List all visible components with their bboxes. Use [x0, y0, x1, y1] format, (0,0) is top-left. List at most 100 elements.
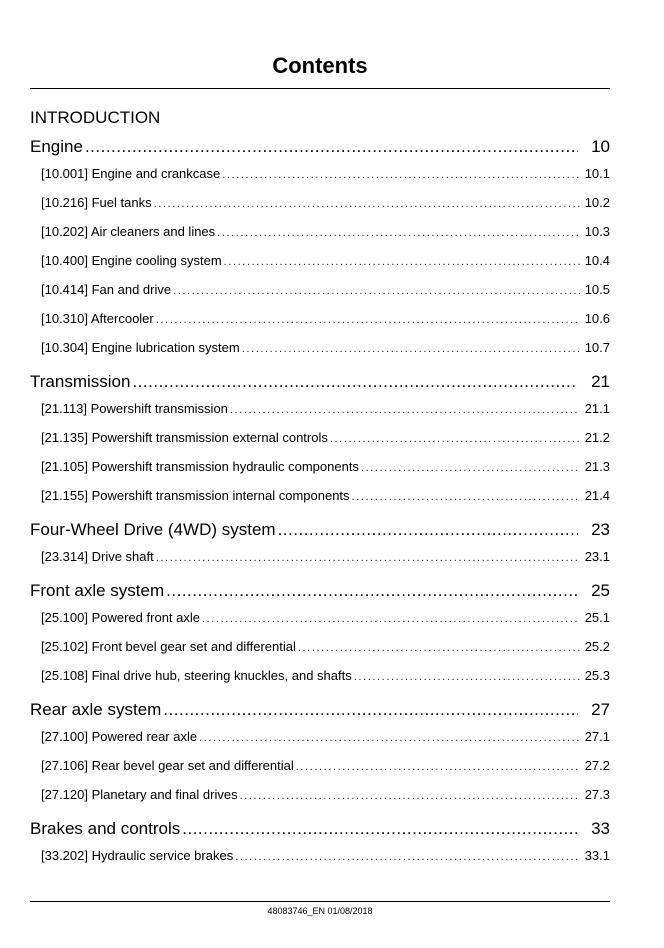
- dot-leader: ........................................…: [166, 581, 578, 600]
- dot-leader: ........................................…: [155, 314, 580, 326]
- toc-subsection-entry[interactable]: [10.216] Fuel tanks.....................…: [30, 195, 610, 224]
- toc-subsection-entry-page-number: 25.2: [584, 639, 610, 654]
- page-title: Contents: [272, 53, 368, 78]
- toc-subsection-entry[interactable]: [10.202] Air cleaners and lines.........…: [30, 224, 610, 253]
- toc-subsection-entry-page-number: 21.3: [584, 459, 610, 474]
- toc-section-entry-label: Brakes and controls: [30, 819, 181, 838]
- toc-section-entry-label: Transmission: [30, 372, 131, 391]
- toc-subsection-entry[interactable]: [10.310] Aftercooler....................…: [30, 311, 610, 340]
- toc-subsection-entry[interactable]: [25.108] Final drive hub, steering knuck…: [30, 668, 610, 697]
- toc-section-entry[interactable]: Transmission............................…: [30, 372, 610, 401]
- toc-section-entry[interactable]: Brakes and controls.....................…: [30, 819, 610, 848]
- toc-subsection-entry[interactable]: [27.106] Rear bevel gear set and differe…: [30, 758, 610, 787]
- table-of-contents: Engine..................................…: [30, 137, 610, 877]
- toc-subsection-entry-page-number: 21.2: [584, 430, 610, 445]
- toc-subsection-entry-label: [10.001] Engine and crankcase: [41, 166, 221, 181]
- toc-subsection-entry[interactable]: [21.105] Powershift transmission hydraul…: [30, 459, 610, 488]
- dot-leader: ........................................…: [277, 520, 578, 539]
- toc-subsection-entry-page-number: 27.3: [584, 787, 610, 802]
- toc-subsection-entry[interactable]: [27.120] Planetary and final drives.....…: [30, 787, 610, 816]
- toc-subsection-entry-label: [10.304] Engine lubrication system: [41, 340, 240, 355]
- toc-subsection-entry[interactable]: [23.314] Drive shaft....................…: [30, 549, 610, 578]
- toc-subsection-entry-page-number: 21.4: [584, 488, 610, 503]
- dot-leader: ........................................…: [297, 642, 580, 654]
- toc-subsection-entry-label: [21.155] Powershift transmission interna…: [41, 488, 350, 503]
- dot-leader: ........................................…: [182, 819, 578, 838]
- toc-subsection-entry-label: [27.120] Planetary and final drives: [41, 787, 238, 802]
- toc-subsection-entry-label: [10.414] Fan and drive: [41, 282, 172, 297]
- toc-section-entry-page-number: 10: [591, 137, 610, 156]
- toc-subsection-entry-label: [27.100] Powered rear axle: [41, 729, 198, 744]
- toc-section-entry-page-number: 25: [591, 581, 610, 600]
- toc-subsection-entry-label: [21.105] Powershift transmission hydraul…: [41, 459, 359, 474]
- toc-subsection-entry-label: [25.102] Front bevel gear set and differ…: [41, 639, 296, 654]
- dot-leader: ........................................…: [229, 404, 580, 416]
- toc-subsection-entry-label: [25.100] Powered front axle: [41, 610, 200, 625]
- toc-subsection-entry[interactable]: [10.001] Engine and crankcase...........…: [30, 166, 610, 195]
- toc-section-entry-label: Four-Wheel Drive (4WD) system: [30, 520, 276, 539]
- toc-subsection-entry-label: [23.314] Drive shaft: [41, 549, 154, 564]
- dot-leader: ........................................…: [173, 285, 580, 297]
- toc-section-entry[interactable]: Front axle system.......................…: [30, 581, 610, 610]
- toc-section-entry-label: Engine: [30, 137, 83, 156]
- toc-subsection-entry-label: [10.310] Aftercooler: [41, 311, 154, 326]
- toc-subsection-entry[interactable]: [21.135] Powershift transmission externa…: [30, 430, 610, 459]
- dot-leader: ........................................…: [329, 433, 580, 445]
- toc-subsection-entry-label: [21.135] Powershift transmission externa…: [41, 430, 328, 445]
- toc-subsection-entry-label: [10.202] Air cleaners and lines: [41, 224, 216, 239]
- toc-subsection-entry-page-number: 10.6: [584, 311, 610, 326]
- toc-subsection-entry[interactable]: [25.100] Powered front axle.............…: [30, 610, 610, 639]
- toc-subsection-entry[interactable]: [21.113] Powershift transmission........…: [30, 401, 610, 430]
- toc-subsection-entry-label: [21.113] Powershift transmission: [41, 401, 228, 416]
- dot-leader: ........................................…: [84, 137, 578, 156]
- dot-leader: ........................................…: [163, 700, 578, 719]
- footer-doc-id: 48083746_EN 01/08/2018: [267, 906, 373, 916]
- dot-leader: ........................................…: [217, 227, 580, 239]
- toc-subsection-entry-page-number: 27.2: [584, 758, 610, 773]
- dot-leader: ........................................…: [199, 732, 580, 744]
- title-divider: [30, 88, 610, 89]
- dot-leader: ........................................…: [223, 256, 580, 268]
- toc-section-entry[interactable]: Rear axle system........................…: [30, 700, 610, 729]
- toc-section-entry-page-number: 21: [591, 372, 610, 391]
- toc-subsection-entry[interactable]: [21.155] Powershift transmission interna…: [30, 488, 610, 517]
- toc-subsection-entry-page-number: 21.1: [584, 401, 610, 416]
- toc-subsection-entry-label: [25.108] Final drive hub, steering knuck…: [41, 668, 352, 683]
- toc-subsection-entry-page-number: 10.5: [584, 282, 610, 297]
- toc-section-entry-page-number: 27: [591, 700, 610, 719]
- dot-leader: ........................................…: [353, 671, 580, 683]
- dot-leader: ........................................…: [351, 491, 580, 503]
- dot-leader: ........................................…: [241, 343, 580, 355]
- toc-introduction-link[interactable]: INTRODUCTION: [30, 108, 161, 127]
- dot-leader: ........................................…: [360, 462, 580, 474]
- toc-section-entry-page-number: 33: [591, 819, 610, 838]
- toc-subsection-entry[interactable]: [33.202] Hydraulic service brakes.......…: [30, 848, 610, 877]
- toc-subsection-entry-page-number: 10.7: [584, 340, 610, 355]
- toc-subsection-entry-label: [10.400] Engine cooling system: [41, 253, 222, 268]
- toc-subsection-entry-page-number: 10.3: [584, 224, 610, 239]
- toc-subsection-entry-page-number: 25.1: [584, 610, 610, 625]
- dot-leader: ........................................…: [222, 169, 580, 181]
- toc-section-entry-page-number: 23: [591, 520, 610, 539]
- toc-section-entry[interactable]: Engine..................................…: [30, 137, 610, 166]
- toc-section-entry-label: Front axle system: [30, 581, 165, 600]
- toc-subsection-entry-page-number: 10.1: [584, 166, 610, 181]
- dot-leader: ........................................…: [132, 372, 578, 391]
- toc-subsection-entry-page-number: 25.3: [584, 668, 610, 683]
- toc-subsection-entry[interactable]: [10.414] Fan and drive..................…: [30, 282, 610, 311]
- dot-leader: ........................................…: [155, 552, 580, 564]
- toc-subsection-entry[interactable]: [27.100] Powered rear axle..............…: [30, 729, 610, 758]
- dot-leader: ........................................…: [239, 790, 580, 802]
- toc-subsection-entry-label: [27.106] Rear bevel gear set and differe…: [41, 758, 294, 773]
- toc-section-entry[interactable]: Four-Wheel Drive (4WD) system...........…: [30, 520, 610, 549]
- toc-subsection-entry[interactable]: [10.400] Engine cooling system..........…: [30, 253, 610, 282]
- toc-subsection-entry-page-number: 23.1: [584, 549, 610, 564]
- dot-leader: ........................................…: [153, 198, 580, 210]
- toc-section-entry-label: Rear axle system: [30, 700, 162, 719]
- toc-subsection-entry-page-number: 10.4: [584, 253, 610, 268]
- toc-subsection-entry[interactable]: [10.304] Engine lubrication system......…: [30, 340, 610, 369]
- toc-subsection-entry[interactable]: [25.102] Front bevel gear set and differ…: [30, 639, 610, 668]
- toc-subsection-entry-label: [10.216] Fuel tanks: [41, 195, 152, 210]
- dot-leader: ........................................…: [202, 613, 580, 625]
- toc-subsection-entry-page-number: 33.1: [584, 848, 610, 863]
